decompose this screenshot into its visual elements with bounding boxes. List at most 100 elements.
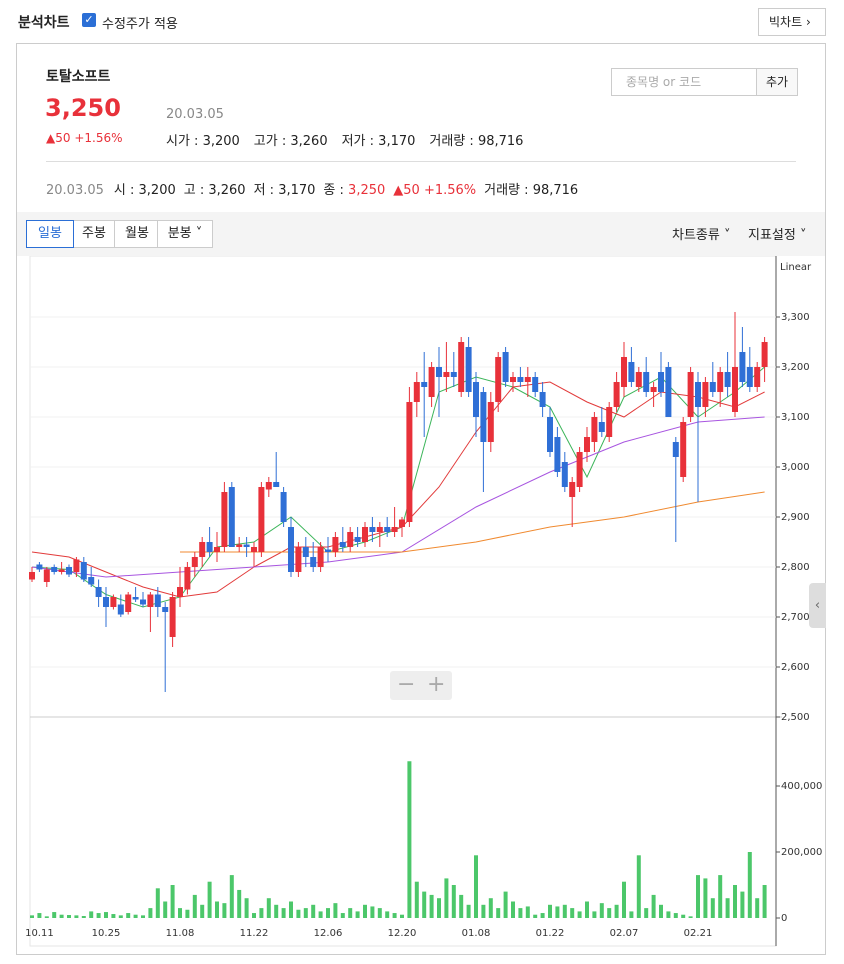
- summary-item: 시 : 3,200: [114, 183, 176, 198]
- volume-bar: [200, 904, 205, 918]
- volume-bar: [555, 906, 560, 918]
- sep: :: [265, 183, 279, 198]
- volume-bar: [407, 761, 412, 918]
- volume-bar: [244, 898, 249, 918]
- item-value: 3,200: [138, 183, 176, 198]
- fields: 시가 : 3,200 고가 : 3,260 저가 : 3,170 거래량 : 98,7…: [166, 130, 537, 149]
- checkbox-label[interactable]: 수정주가 적용: [102, 17, 178, 32]
- volume-bar: [451, 885, 456, 918]
- candle-body: [709, 382, 716, 392]
- candle-body: [191, 557, 198, 567]
- candle-body: [273, 482, 280, 487]
- indicator-menu[interactable]: 지표설정 ˅: [748, 228, 807, 243]
- volume-bar: [755, 898, 760, 918]
- period-tab[interactable]: 월봉: [114, 220, 160, 248]
- sep: :: [335, 183, 349, 198]
- x-tick-label: 10.25: [92, 928, 121, 939]
- volume-bar: [207, 881, 212, 918]
- volume-bar: [622, 881, 626, 918]
- y-tick-label: 0: [781, 913, 787, 924]
- date: 20.03.05: [166, 107, 224, 122]
- summary-item: 저 : 3,170: [254, 183, 316, 198]
- field: 거래량 : 98,716: [429, 134, 523, 149]
- moving-average: [31, 416, 765, 578]
- volume-bar: [178, 908, 182, 918]
- candle-body: [480, 392, 487, 442]
- volume-bar: [355, 911, 360, 918]
- volume-bar: [444, 878, 449, 918]
- volume-bar: [252, 913, 256, 918]
- candle-body: [517, 377, 524, 382]
- candle-body: [376, 527, 383, 532]
- candle-body: [635, 372, 642, 387]
- checkbox[interactable]: ✓: [82, 13, 96, 27]
- candle-body: [140, 599, 146, 605]
- volume-bar: [629, 911, 634, 918]
- candle-body: [221, 492, 228, 547]
- candle-body: [280, 492, 287, 522]
- candle-body: [317, 547, 324, 567]
- candle-body: [687, 372, 694, 417]
- volume-bar: [666, 911, 671, 918]
- big-chart-button[interactable]: 빅차트 ›: [758, 8, 826, 36]
- candle-body: [251, 547, 257, 552]
- volume-bar: [518, 908, 523, 918]
- side-toggle[interactable]: ‹: [809, 583, 826, 628]
- period-tab[interactable]: 주봉: [71, 220, 117, 248]
- volume-bar: [170, 885, 175, 918]
- volume-bar: [533, 914, 538, 918]
- candle-body: [473, 382, 479, 417]
- volume-bar: [570, 908, 575, 918]
- volume-bar: [363, 904, 367, 918]
- candle-body: [95, 587, 102, 597]
- candle-body: [391, 527, 398, 532]
- volume-bar: [540, 913, 545, 918]
- candle-body: [754, 367, 761, 387]
- candle-body: [384, 527, 391, 532]
- candle-body: [613, 382, 620, 407]
- field-value: 98,716: [477, 134, 524, 149]
- candle-body: [510, 377, 516, 382]
- volume-bar: [725, 898, 730, 918]
- volume-bar: [740, 891, 745, 918]
- search-input[interactable]: 종목명 or 코드: [611, 68, 758, 96]
- chart-type-menu[interactable]: 차트종류 ˅: [672, 228, 731, 243]
- zoom-out[interactable]: −: [397, 672, 416, 697]
- volume-bar: [222, 903, 227, 918]
- volume-bar: [96, 913, 101, 918]
- volume-bar: [762, 885, 767, 918]
- candle-body: [672, 442, 679, 457]
- y-tick-label: 2,600: [781, 662, 810, 673]
- candle-body: [325, 549, 331, 552]
- candle-body: [147, 594, 154, 607]
- candle-body: [117, 604, 124, 615]
- menu-label: 지표설정: [748, 228, 796, 243]
- zoom-in[interactable]: +: [427, 672, 446, 697]
- volume-bar: [104, 912, 108, 918]
- y-tick-label: 2,500: [781, 712, 810, 723]
- field-label: 저가: [341, 134, 366, 149]
- period-tab[interactable]: 분봉 ˅: [157, 220, 213, 248]
- volume-bar: [259, 908, 264, 918]
- y-tick-label: 3,000: [781, 462, 810, 473]
- candle-body: [302, 547, 309, 557]
- change: ▲50 +1.56%: [46, 131, 123, 145]
- volume-bar: [89, 911, 94, 918]
- candle-body: [243, 544, 250, 547]
- candle-body: [162, 607, 169, 612]
- candle-body: [591, 417, 598, 442]
- field: 저가 : 3,170: [342, 134, 416, 149]
- candle-body: [66, 567, 72, 575]
- volume-bar: [118, 915, 123, 918]
- volume-bar: [681, 914, 686, 918]
- candle-body: [413, 382, 420, 402]
- candle-body: [598, 422, 605, 432]
- candle-body: [88, 577, 95, 585]
- period-tab[interactable]: 일봉: [26, 220, 74, 248]
- x-tick-label: 11.08: [166, 928, 195, 939]
- candle-body: [695, 382, 701, 407]
- volume-bar: [422, 891, 427, 918]
- volume-bar: [348, 908, 353, 918]
- candle-body: [154, 594, 161, 607]
- add-button[interactable]: 추가: [756, 68, 798, 96]
